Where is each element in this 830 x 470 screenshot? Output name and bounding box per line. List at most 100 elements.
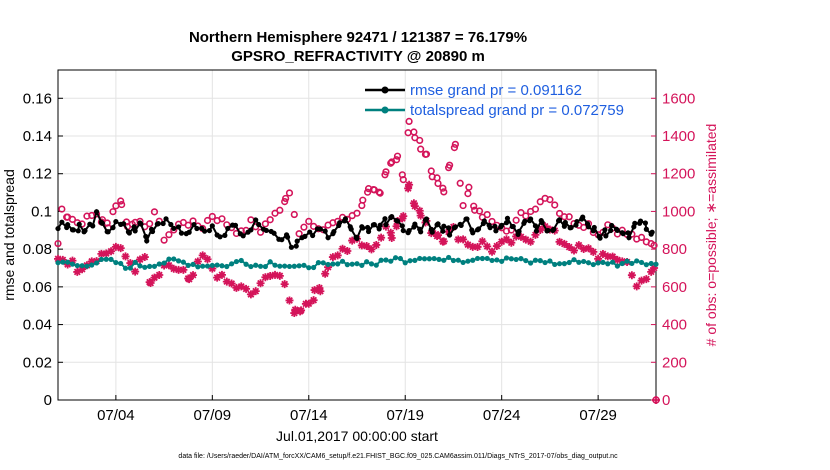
rmse-point (317, 226, 323, 232)
rmse-point (131, 224, 137, 230)
totalspread-point (407, 258, 413, 264)
totalspread-point (528, 260, 534, 266)
assimilated-obs-point (232, 283, 241, 292)
possible-obs-point (439, 184, 447, 192)
assimilated-obs-point (73, 267, 82, 276)
rmse-point (248, 227, 254, 233)
possible-obs-point (118, 200, 126, 209)
assimilated-obs-point (405, 180, 414, 189)
rmse-point (626, 235, 632, 241)
totalspread-point (566, 259, 572, 266)
totalspread-point (624, 258, 630, 264)
assimilated-obs-point (271, 270, 280, 279)
rmse-point (279, 237, 285, 243)
totalspread-point (151, 263, 158, 269)
assimilated-obs-point (208, 264, 217, 273)
totalspread-point (359, 262, 365, 268)
totalspread-point (556, 261, 563, 267)
possible-obs-point (392, 156, 401, 164)
assimilated-obs-point (531, 230, 540, 239)
rmse-point (504, 215, 511, 221)
totalspread-point (383, 257, 389, 263)
assimilated-obs-point (266, 271, 275, 280)
rmse-point (412, 221, 418, 227)
totalspread-series (55, 254, 659, 271)
assimilated-obs-point (516, 232, 525, 241)
totalspread-point (368, 261, 375, 267)
totalspread-point (397, 255, 404, 262)
y-right-tick-label: 400 (662, 317, 687, 334)
assimilated-obs-point (333, 251, 342, 260)
possible-obs-point (434, 179, 442, 188)
possible-obs-point (282, 194, 290, 203)
possible-obs-point (451, 140, 459, 148)
rmse-point (642, 220, 648, 226)
rmse-point (522, 218, 528, 224)
rmse-point (194, 225, 200, 232)
y-left-tick-label: 0.06 (23, 279, 52, 296)
assimilated-obs-point (468, 242, 477, 251)
totalspread-point (571, 257, 577, 263)
totalspread-point (233, 258, 240, 265)
possible-obs-point (465, 183, 473, 191)
assimilated-obs-point (647, 267, 656, 276)
rmse-point (371, 222, 377, 228)
rmse-point (562, 219, 568, 226)
rmse-point (580, 214, 586, 220)
possible-obs-point (650, 241, 658, 249)
assimilated-obs-point (297, 306, 306, 315)
totalspread-point (339, 258, 346, 264)
totalspread-point (335, 261, 341, 267)
assimilated-obs-point (613, 255, 622, 264)
assimilated-obs-point (589, 247, 598, 256)
totalspread-point (74, 262, 80, 269)
totalspread-point (209, 262, 215, 269)
possible-obs-point (203, 216, 212, 225)
assimilated-obs-point (521, 235, 530, 244)
rmse-point (160, 220, 166, 227)
totalspread-point (60, 259, 66, 265)
chart-title-line2: GPSRO_REFRACTIVITY @ 20890 m (231, 48, 485, 65)
rmse-point (113, 218, 119, 225)
rmse-point (271, 230, 277, 236)
rmse-point (533, 228, 540, 234)
y-left-tick-label: 0.14 (23, 128, 52, 145)
rmse-point (394, 218, 401, 224)
assimilated-obs-point (372, 240, 381, 249)
assimilated-obs-point (150, 273, 159, 282)
totalspread-point (412, 257, 418, 263)
assimilated-obs-point (439, 237, 448, 246)
rmse-point (155, 221, 161, 227)
totalspread-point (204, 263, 211, 269)
rmse-point (76, 221, 82, 227)
assimilated-obs-point (574, 241, 583, 250)
end-marker (652, 396, 660, 404)
possible-obs-point (184, 221, 192, 229)
totalspread-point (147, 263, 153, 269)
assimilated-obs-point (280, 280, 289, 289)
totalspread-point (200, 263, 206, 269)
y-left-tick-label: 0.12 (23, 166, 52, 183)
totalspread-point (392, 255, 399, 261)
rmse-point (82, 228, 88, 234)
totalspread-point (513, 256, 519, 263)
rmse-point (510, 223, 516, 230)
assimilated-obs-point (126, 259, 135, 268)
rmse-point (481, 218, 487, 224)
assimilated-obs-point (261, 273, 270, 282)
rmse-point (307, 229, 313, 235)
possible-obs-point (305, 217, 313, 225)
rmse-point (429, 229, 435, 235)
y-right-tick-label: 200 (662, 354, 687, 371)
totalspread-point (108, 256, 114, 262)
rmse-point (240, 233, 246, 239)
totalspread-point (344, 262, 350, 268)
totalspread-point (465, 258, 471, 264)
assimilated-obs-point (507, 238, 516, 247)
rmse-point (389, 213, 395, 220)
totalspread-point (547, 258, 553, 264)
rmse-point (551, 226, 557, 232)
x-tick-label: 07/14 (290, 407, 328, 424)
rmse-point (614, 227, 621, 234)
